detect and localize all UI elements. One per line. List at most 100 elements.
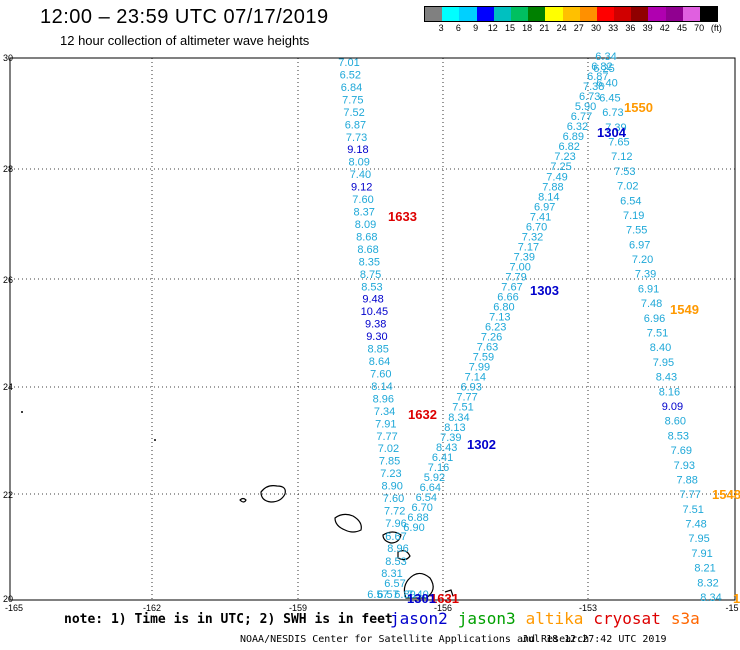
swh-value: 6.54	[620, 195, 641, 207]
legend-jason3: jason3	[457, 609, 516, 628]
swh-value: 8.35	[359, 256, 380, 268]
generated-timestamp: Jul 18 12:27:42 UTC 2019	[522, 634, 667, 645]
swh-value: 8.37	[353, 207, 374, 219]
swh-value: 8.90	[381, 481, 402, 493]
swh-value: 8.96	[373, 393, 394, 405]
swh-value: 7.67	[501, 282, 522, 294]
colorbar-swatch	[648, 7, 666, 21]
swh-value: 8.64	[369, 356, 390, 368]
swh-value: 6.54	[416, 492, 437, 504]
swh-value: 6.91	[638, 283, 659, 295]
swh-value: 9.09	[662, 401, 683, 413]
swh-value: 7.00	[509, 261, 530, 273]
swh-value: 6.64	[420, 482, 441, 494]
swh-value: 8.96	[387, 543, 408, 555]
swh-value: 7.23	[554, 151, 575, 163]
swh-value: 8.09	[355, 219, 376, 231]
swh-value: 9.30	[366, 331, 387, 343]
colorbar-label: 30	[590, 23, 602, 33]
wave-height-colorbar	[424, 6, 719, 22]
swh-value: 8.32	[697, 577, 718, 589]
colorbar-label: 9	[473, 23, 479, 33]
islet-dot	[21, 411, 23, 413]
swh-value: 8.31	[381, 568, 402, 580]
swh-value: 6.23	[485, 322, 506, 334]
axis-tick-labels: -165 -162 -159 -156 -153 -15 30 28 26 24…	[3, 53, 739, 613]
swh-value: 6.90	[403, 522, 424, 534]
colorbar-swatch	[493, 7, 511, 21]
swh-value: 6.97	[534, 201, 555, 213]
swh-value: 6.57	[367, 589, 388, 601]
y-tick-label: 30	[3, 53, 13, 63]
credit-line: NOAA/NESDIS Center for Satellite Applica…	[240, 634, 590, 645]
swh-value: 8.43	[656, 372, 677, 384]
swh-value: 6.67	[385, 531, 406, 543]
colorbar-label: 45	[676, 23, 688, 33]
swh-value: 8.53	[385, 556, 406, 568]
colorbar-swatch	[631, 7, 649, 21]
colorbar-swatch	[425, 7, 443, 21]
island-maui	[397, 550, 411, 561]
swh-value: 6.84	[341, 82, 362, 94]
swh-value: 8.68	[357, 244, 378, 256]
swh-value: 7.14	[465, 372, 486, 384]
colorbar-label: 33	[608, 23, 619, 33]
swh-value: 8.75	[360, 269, 381, 281]
swh-value: 7.73	[346, 132, 367, 144]
island-big-island-coast	[444, 589, 454, 597]
colorbar-label: 18	[522, 23, 533, 33]
swh-value: 9.38	[365, 319, 386, 331]
swh-value: 7.51	[682, 504, 703, 516]
colorbar-label: 21	[539, 23, 550, 33]
swh-value: 7.95	[688, 533, 709, 545]
swh-value: 7.02	[378, 443, 399, 455]
swh-value: 6.52	[340, 70, 361, 82]
swh-value: 7.77	[679, 489, 700, 501]
swh-value: 8.34	[448, 412, 469, 424]
swh-value: 6.40	[596, 78, 617, 90]
swh-value: 6.97	[629, 239, 650, 251]
swh-value: 6.25	[593, 63, 614, 75]
swh-value: 7.77	[456, 392, 477, 404]
swh-value: 7.51	[452, 402, 473, 414]
colorbar-swatch	[442, 7, 460, 21]
swh-value: 8.53	[668, 430, 689, 442]
colorbar-label: 15	[504, 23, 516, 33]
pass-label-1301: 1301	[407, 591, 436, 606]
x-tick-label: -159	[289, 603, 307, 613]
swh-value: 5.92	[424, 472, 445, 484]
swh-value: 7.65	[608, 137, 629, 149]
swh-value: 7.91	[691, 548, 712, 560]
x-tick-label: -162	[143, 603, 161, 613]
swh-value: 7.39	[440, 432, 461, 444]
island-kauai	[260, 485, 286, 503]
lat-lon-grid	[10, 58, 735, 600]
swh-value: 6.82	[591, 61, 612, 73]
y-tick-label: 26	[3, 275, 13, 285]
swh-value: 7.93	[674, 460, 695, 472]
colorbar-swatch	[665, 7, 683, 21]
swh-value: 7.51	[647, 328, 668, 340]
x-tick-label: -15	[725, 603, 738, 613]
colorbar-label: 42	[659, 23, 670, 33]
swh-value: 8.21	[694, 563, 715, 575]
swh-value: 7.20	[632, 254, 653, 266]
swh-value: 6.57	[384, 578, 405, 590]
swh-value: 7.95	[653, 357, 674, 369]
swh-value: 7.01	[338, 57, 359, 69]
colorbar-label: 3	[438, 23, 444, 33]
colorbar-label: 27	[573, 23, 584, 33]
swh-value: 7.12	[611, 151, 632, 163]
y-tick-label: 20	[3, 594, 13, 604]
swh-value: 7.49	[546, 171, 567, 183]
map-frame	[9, 57, 736, 601]
swh-value: 7.88	[542, 181, 563, 193]
map-title: 12:00 – 23:59 UTC 07/17/2019	[40, 6, 329, 28]
swh-value: 7.63	[477, 342, 498, 354]
swh-value: 6.87	[345, 119, 366, 131]
pass-label-1550: 1550	[624, 100, 653, 115]
colorbar-swatch	[562, 7, 580, 21]
colorbar-label: (ft)	[710, 23, 722, 33]
colorbar-label: 70	[694, 23, 705, 33]
swh-value: 7.60	[383, 493, 404, 505]
